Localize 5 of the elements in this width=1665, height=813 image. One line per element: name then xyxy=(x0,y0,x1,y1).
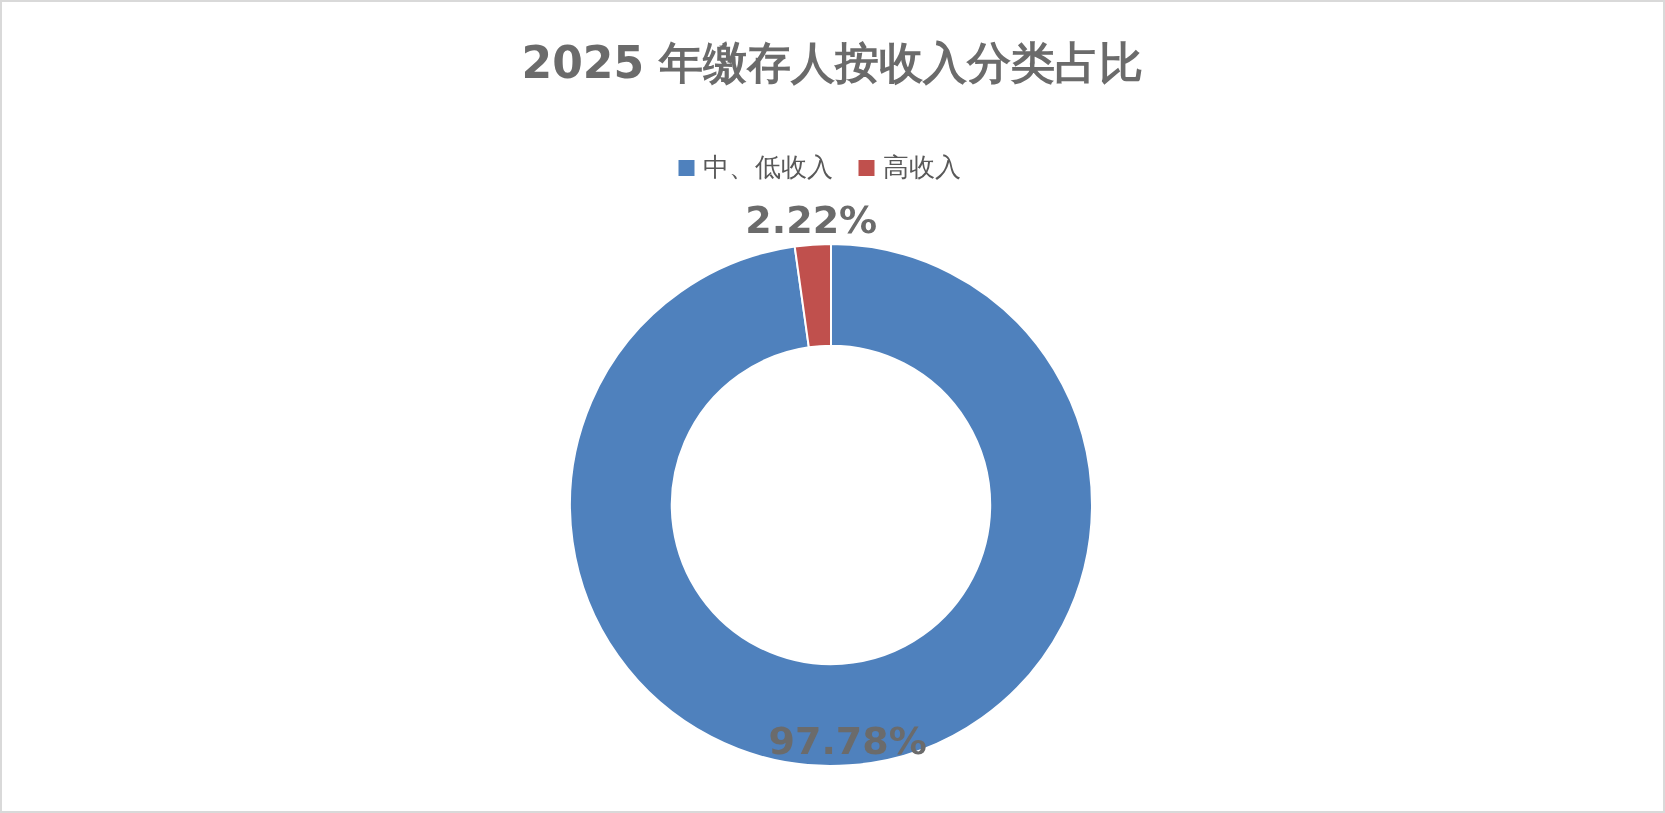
data-label: 97.78% xyxy=(768,718,927,763)
data-label: 2.22% xyxy=(745,198,878,243)
chart-title: 2025 年缴存人按收入分类占比 xyxy=(521,37,1144,88)
legend-label: 高收入 xyxy=(882,151,961,182)
legend-label: 中、低收入 xyxy=(702,151,833,182)
